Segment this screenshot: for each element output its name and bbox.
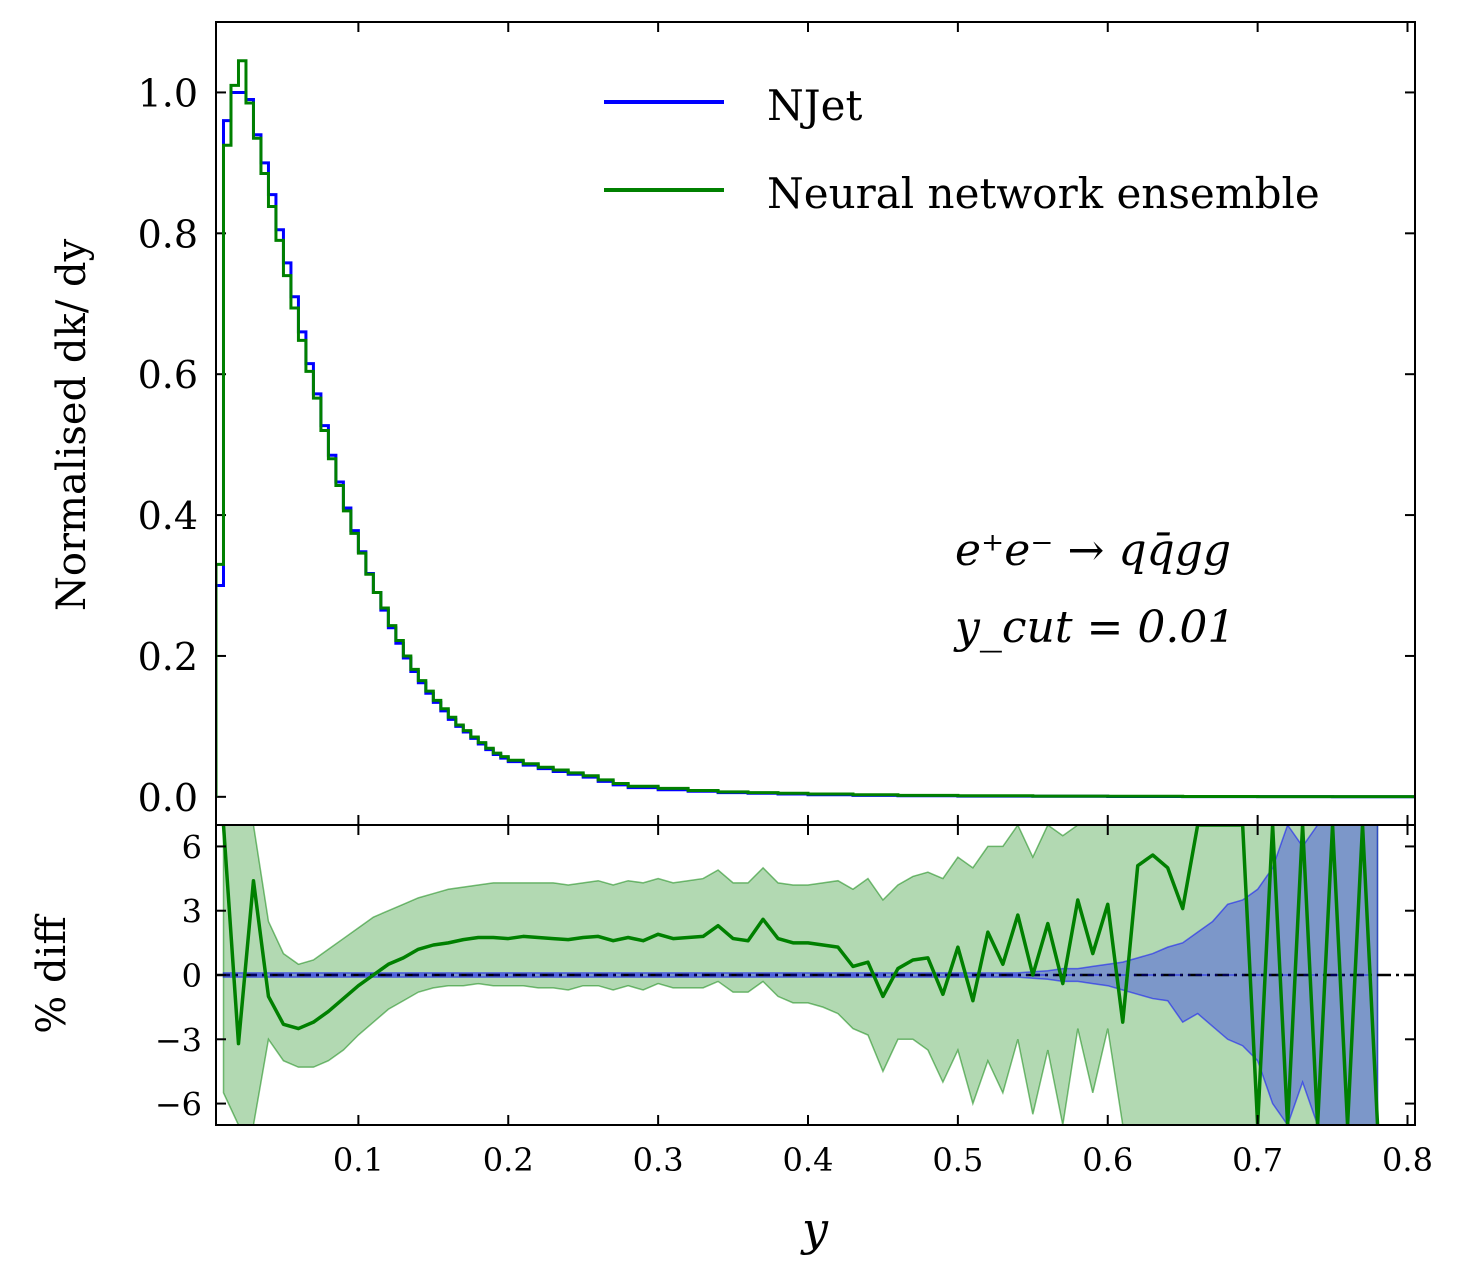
x-axis-label: y	[800, 1202, 829, 1256]
main-ytick-label: 1.0	[138, 71, 198, 115]
x-tick-label: 0.8	[1382, 1141, 1433, 1179]
x-tick-label: 0.4	[783, 1141, 834, 1179]
ratio-ticks: −6 −3 0 3 6 0.1 0.2 0.3 0.4 0.5 0.6 0.7 0.8	[155, 825, 1433, 1179]
annotation-cut: y_cut = 0.01	[953, 602, 1235, 653]
ratio-ylabel: % diff	[29, 914, 75, 1034]
main-frame	[215, 21, 1416, 826]
ratio-ytick-label: 6	[182, 828, 202, 866]
main-ytick-label: 0.2	[138, 635, 198, 679]
main-ytick-label: 0.6	[138, 353, 198, 397]
main-ytick-label: 0.0	[138, 776, 198, 820]
ratio-series	[216, 825, 1415, 1125]
x-tick-label: 0.3	[633, 1141, 684, 1179]
ratio-ytick-label: 0	[182, 957, 202, 995]
series-line-nn-ensemble	[216, 59, 1415, 799]
ratio-frame	[215, 824, 1416, 1126]
ratio-ytick-label: −3	[155, 1021, 202, 1059]
ratio-line-nn-ensemble	[221, 825, 1380, 1125]
main-series	[216, 59, 1415, 799]
legend: NJet Neural network ensemble	[604, 81, 1320, 218]
x-tick-label: 0.5	[932, 1141, 983, 1179]
ratio-ytick-label: 3	[182, 893, 202, 931]
main-panel: 0.0 0.2 0.4 0.6 0.8 1.0 Normalised dk/ dy NJe…	[49, 21, 1416, 826]
legend-label-njet: NJet	[767, 81, 862, 130]
legend-label-nn: Neural network ensemble	[767, 169, 1320, 218]
x-tick-label: 0.2	[483, 1141, 534, 1179]
main-ytick-label: 0.8	[138, 212, 198, 256]
ratio-panel: −6 −3 0 3 6 0.1 0.2 0.3 0.4 0.5 0.6 0.7 0.8 % diff y	[29, 824, 1433, 1256]
x-tick-label: 0.6	[1082, 1141, 1133, 1179]
main-ylabel: Normalised dk/ dy	[49, 238, 95, 611]
ratio-band-nn-ensemble	[222, 825, 1379, 1125]
x-tick-label: 0.1	[333, 1141, 384, 1179]
annotation-process: e⁺e⁻ → qq̄gg	[955, 525, 1231, 576]
main-ytick-label: 0.4	[138, 494, 198, 538]
x-tick-label: 0.7	[1232, 1141, 1283, 1179]
main-ticks: 0.0 0.2 0.4 0.6 0.8 1.0	[138, 22, 1415, 825]
ratio-ytick-label: −6	[155, 1086, 202, 1124]
ratio-band-njet	[222, 825, 1379, 1125]
